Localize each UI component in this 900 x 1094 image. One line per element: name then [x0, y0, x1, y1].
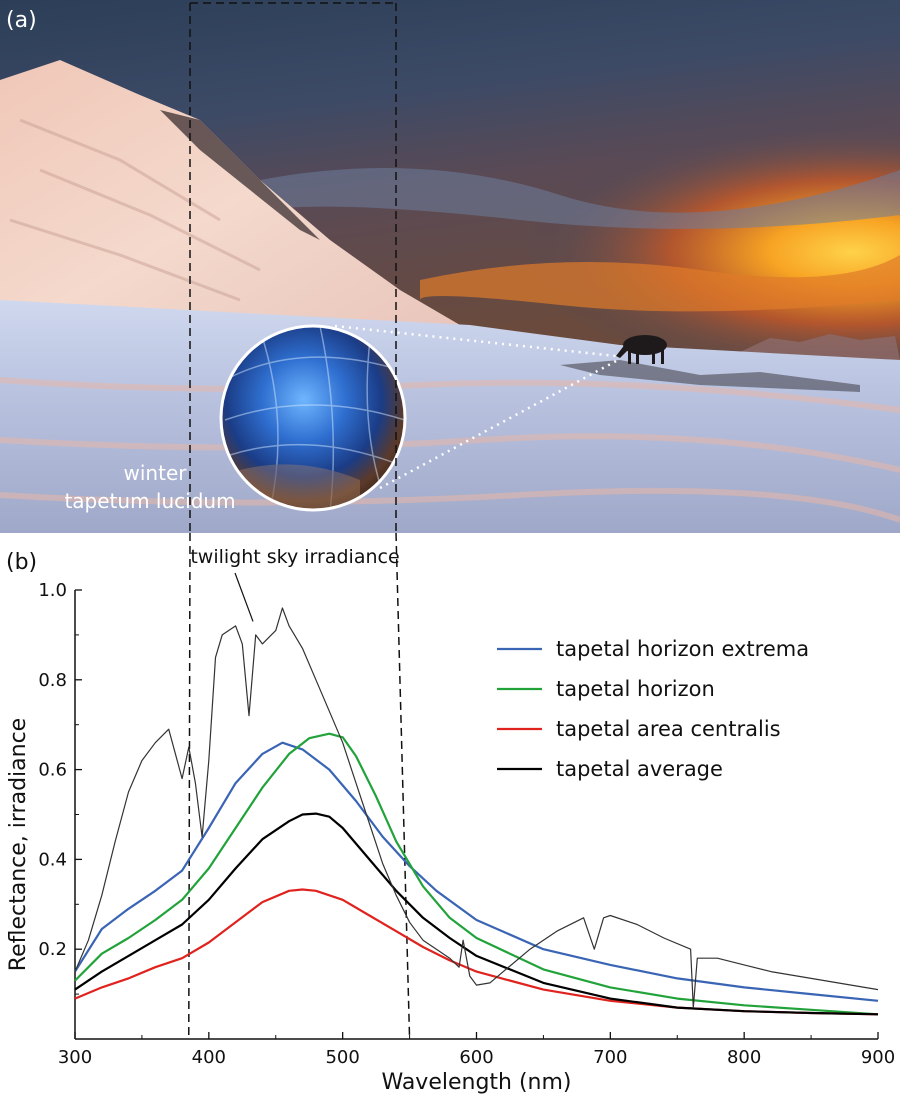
x-tick-label: 500 [325, 1047, 359, 1068]
series-line-tapetal-horizon [74, 732, 879, 1016]
reference-line [188, 533, 191, 1040]
series-line-twilight-sky-irradiance [74, 607, 879, 1009]
distant-mountains [740, 334, 900, 360]
legend-label: tapetal horizon extrema [556, 637, 809, 661]
x-axis-title: Wavelength (nm) [381, 1070, 571, 1094]
y-tick-label: 0.4 [38, 849, 67, 870]
legend-label: tapetal area centralis [556, 717, 781, 741]
legend-label: tapetal average [556, 757, 723, 781]
reindeer-silhouette [616, 335, 667, 364]
slope-texture [9, 118, 261, 302]
annotation-label: twilight sky irradiance [190, 546, 399, 568]
y-tick-label: 1.0 [38, 580, 67, 601]
exposed-ground [560, 360, 860, 392]
cloud-band [260, 168, 900, 229]
x-tick-label: 800 [727, 1047, 761, 1068]
series-line-tapetal-horizon-extrema [74, 741, 879, 1002]
y-tick-label: 0.6 [38, 760, 67, 781]
axes [74, 589, 879, 1040]
legend-label: tapetal horizon [556, 677, 715, 701]
annotation: twilight sky irradiance [190, 546, 400, 622]
panel-a-label: (a) [6, 8, 37, 33]
photo-panel: (a) winter tapetum lucidum [0, 0, 900, 533]
series-group [74, 607, 879, 1016]
snow-ridges [0, 377, 900, 523]
x-tick-label: 700 [593, 1047, 627, 1068]
connector-line [379, 358, 619, 490]
x-tick-label: 400 [192, 1047, 226, 1068]
annotation-leader [234, 572, 254, 622]
series-line-tapetal-area-centralis [74, 888, 879, 1016]
caption-line-2: tapetum lucidum [64, 489, 235, 513]
panel-b-label: (b) [6, 550, 37, 575]
reference-line [395, 533, 411, 1040]
rock-outcrop [160, 110, 320, 240]
reindeer-twilight-photo: (a) winter tapetum lucidum [0, 0, 900, 533]
snowfield [0, 300, 900, 533]
x-tick-label: 300 [58, 1047, 92, 1068]
y-axis-title: Reflectance, irradiance [6, 718, 31, 971]
reference-lines [188, 533, 411, 1040]
series-line-tapetal-average [74, 812, 879, 1016]
chart-panel: 300 400 500 600 700 800 900 0.2 0.4 0.6 0.8 1.0 twi… [0, 533, 900, 1094]
tick-labels: 300 400 500 600 700 800 900 0.2 0.4 0.6 0.8 1.0 [38, 580, 895, 1068]
caption-line-1: winter [124, 461, 188, 485]
cloud-band [420, 255, 900, 312]
x-tick-label: 900 [861, 1047, 895, 1068]
reflectance-chart: 300 400 500 600 700 800 900 0.2 0.4 0.6 0.8 1.0 twi… [6, 533, 895, 1094]
x-tick-label: 600 [459, 1047, 493, 1068]
y-tick-label: 0.8 [38, 670, 67, 691]
snowy-hillside [0, 60, 470, 340]
legend: tapetal horizon extrema tapetal horizon ta… [497, 637, 809, 781]
connector-line [334, 324, 617, 358]
y-tick-label: 0.2 [38, 939, 67, 960]
